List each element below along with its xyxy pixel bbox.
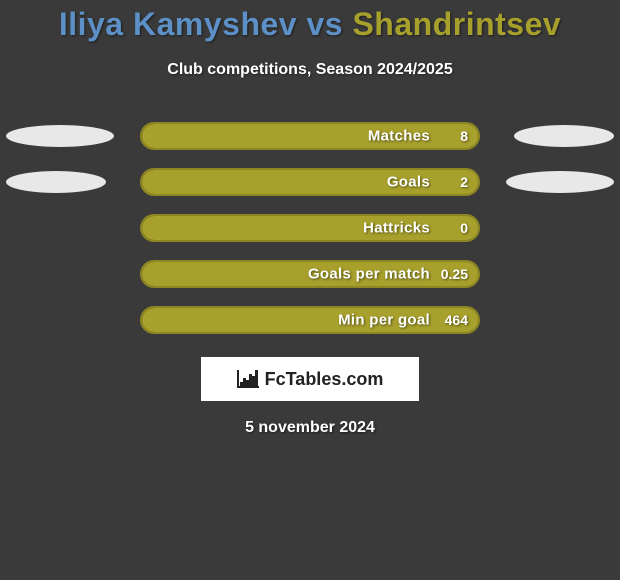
bar-label: Hattricks <box>363 220 430 237</box>
title-player2: Shandrintsev <box>352 6 561 42</box>
stat-row: Matches 8 <box>0 121 620 151</box>
bar-value: 8 <box>460 128 468 144</box>
stat-row: Goals 2 <box>0 167 620 197</box>
stat-row: Min per goal 464 <box>0 305 620 335</box>
title-player1: Iliya Kamyshev <box>59 6 297 42</box>
title-vs: vs <box>306 6 343 42</box>
oval-left <box>6 171 106 193</box>
oval-right <box>506 171 614 193</box>
bar-track: Goals per match 0.25 <box>140 260 480 288</box>
bar-label: Min per goal <box>338 312 430 329</box>
bar-value: 0 <box>460 220 468 236</box>
stat-rows: Matches 8 Goals 2 Hattricks 0 Goals per match 0… <box>0 121 620 335</box>
oval-right <box>514 125 614 147</box>
oval-left <box>6 125 114 147</box>
brand-text: FcTables.com <box>265 369 384 390</box>
bar-track: Goals 2 <box>140 168 480 196</box>
date-line: 5 november 2024 <box>0 419 620 437</box>
bar-value: 2 <box>460 174 468 190</box>
brand-box: FcTables.com <box>201 357 419 401</box>
bar-label: Matches <box>368 128 430 145</box>
bar-track: Hattricks 0 <box>140 214 480 242</box>
page-title: Iliya Kamyshev vs Shandrintsev <box>0 0 620 43</box>
stat-row: Goals per match 0.25 <box>0 259 620 289</box>
bar-track: Matches 8 <box>140 122 480 150</box>
bar-label: Goals per match <box>308 266 430 283</box>
stat-row: Hattricks 0 <box>0 213 620 243</box>
comparison-infographic: Iliya Kamyshev vs Shandrintsev Club comp… <box>0 0 620 580</box>
subtitle: Club competitions, Season 2024/2025 <box>0 61 620 79</box>
brand-chart-icon <box>237 370 259 388</box>
bar-value: 0.25 <box>441 266 468 282</box>
bar-label: Goals <box>387 174 430 191</box>
bar-track: Min per goal 464 <box>140 306 480 334</box>
bar-value: 464 <box>445 312 468 328</box>
